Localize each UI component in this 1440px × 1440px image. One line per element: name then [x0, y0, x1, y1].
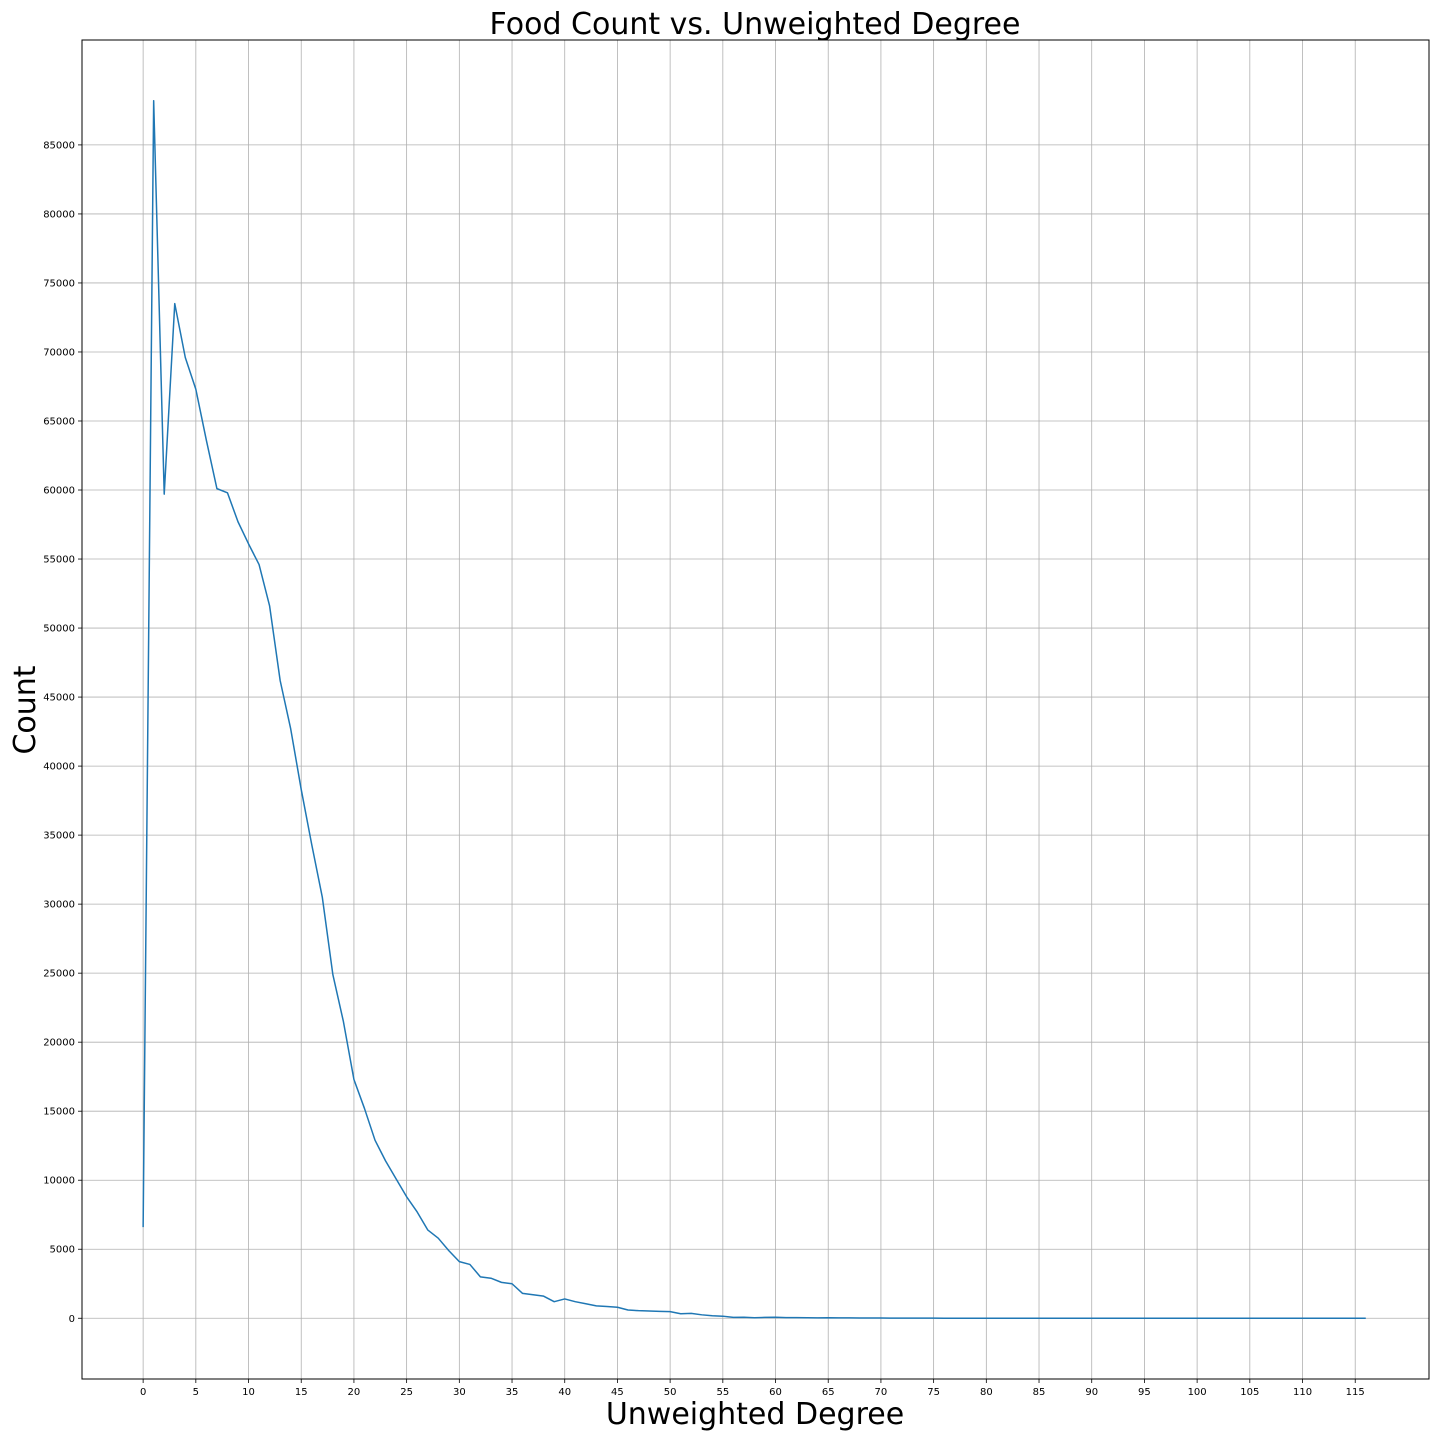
- x-tick-label: 65: [822, 1387, 835, 1398]
- x-tick-label: 80: [980, 1387, 993, 1398]
- x-tick-label: 100: [1188, 1387, 1207, 1398]
- y-tick-label: 40000: [43, 762, 75, 773]
- y-tick-label: 65000: [43, 416, 75, 427]
- x-tick-label: 90: [1085, 1387, 1098, 1398]
- chart-title: Food Count vs. Unweighted Degree: [490, 7, 1021, 42]
- x-axis-label: Unweighted Degree: [606, 1397, 904, 1432]
- x-tick-label: 0: [140, 1387, 146, 1398]
- x-tick-label: 55: [716, 1387, 729, 1398]
- y-tick-label: 15000: [43, 1107, 75, 1118]
- x-tick-label: 20: [348, 1387, 361, 1398]
- x-tick-label: 45: [611, 1387, 624, 1398]
- x-tick-label: 60: [769, 1387, 782, 1398]
- y-tick-label: 5000: [50, 1245, 75, 1256]
- x-tick-label: 105: [1240, 1387, 1259, 1398]
- x-tick-label: 5: [193, 1387, 199, 1398]
- y-tick-label: 0: [69, 1314, 75, 1325]
- x-tick-label: 35: [506, 1387, 519, 1398]
- x-tick-label: 10: [242, 1387, 255, 1398]
- x-tick-label: 25: [400, 1387, 413, 1398]
- series-line: [142, 99, 1366, 1319]
- x-tick-label: 95: [1138, 1387, 1151, 1398]
- y-tick-label: 50000: [43, 624, 75, 635]
- y-tick-label: 85000: [43, 140, 75, 151]
- x-tick-label: 15: [295, 1387, 308, 1398]
- y-tick-label: 80000: [43, 209, 75, 220]
- y-tick-label: 30000: [43, 900, 75, 911]
- y-tick-label: 55000: [43, 555, 75, 566]
- x-tick-label: 85: [1033, 1387, 1046, 1398]
- plot-frame: [81, 39, 1430, 1380]
- y-tick-label: 60000: [43, 486, 75, 497]
- x-tick-label: 75: [927, 1387, 940, 1398]
- x-tick-label: 110: [1293, 1387, 1312, 1398]
- y-tick-label: 20000: [43, 1038, 75, 1049]
- x-axis-ticks: 0 5 10 15 20 25 30 35 40 45 50 55 60 65 70 75 80 85 90 95 10…: [140, 1379, 1365, 1398]
- y-tick-label: 75000: [43, 278, 75, 289]
- y-axis-label: Count: [8, 665, 43, 754]
- x-tick-label: 70: [875, 1387, 888, 1398]
- y-axis-ticks: 0 5000 10000 15000 20000 25000 30000 35000 40000…: [43, 140, 82, 1325]
- x-tick-label: 115: [1346, 1387, 1365, 1398]
- x-tick-label: 40: [558, 1387, 571, 1398]
- y-tick-label: 25000: [43, 969, 75, 980]
- x-tick-label: 50: [664, 1387, 677, 1398]
- y-tick-label: 45000: [43, 693, 75, 704]
- y-tick-label: 35000: [43, 831, 75, 842]
- x-tick-label: 30: [453, 1387, 466, 1398]
- y-tick-label: 10000: [43, 1176, 75, 1187]
- y-tick-label: 70000: [43, 347, 75, 358]
- series-layer: [142, 99, 1366, 1319]
